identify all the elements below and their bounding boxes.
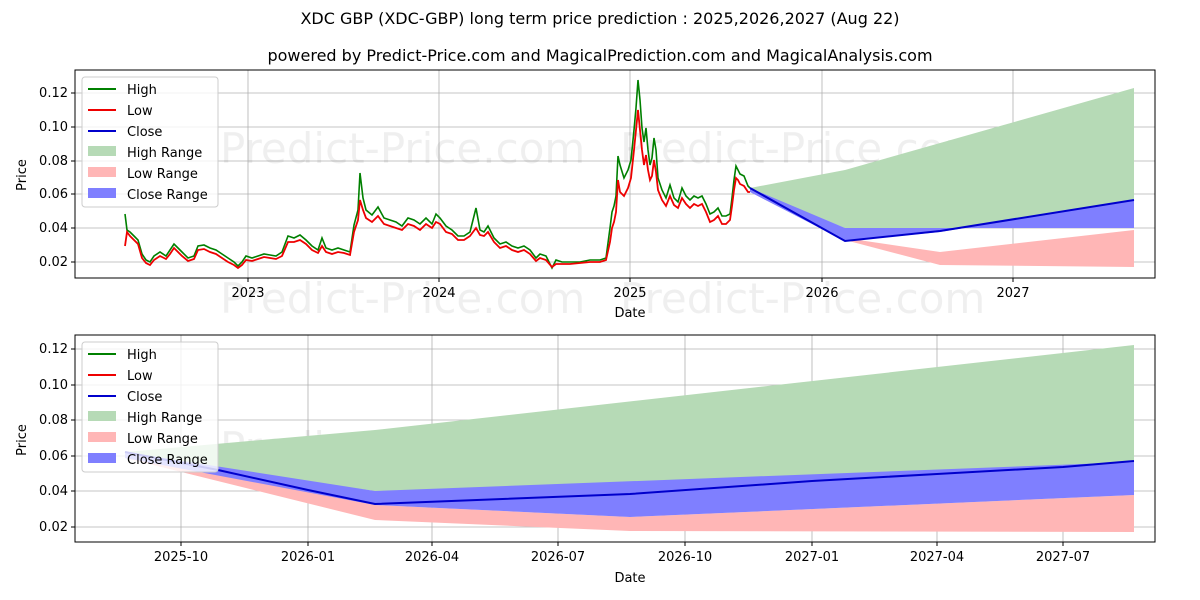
legend-label: Low	[127, 369, 153, 384]
svg-text:2024: 2024	[422, 286, 455, 301]
legend-label: High	[127, 348, 157, 363]
close-range-area	[125, 452, 1134, 517]
svg-text:0.06: 0.06	[39, 449, 68, 464]
svg-text:0.12: 0.12	[39, 86, 68, 101]
svg-text:0.08: 0.08	[39, 413, 68, 428]
svg-text:2027-07: 2027-07	[1036, 550, 1090, 565]
svg-text:2026-07: 2026-07	[531, 550, 585, 565]
legend-close-range-swatch	[88, 453, 116, 463]
svg-text:2027-04: 2027-04	[910, 550, 964, 565]
legend-label: Close	[127, 390, 162, 405]
legend-label: Low Range	[127, 432, 198, 447]
bottom-chart: Predict-Price.com Predict-Price.com 0.12…	[15, 334, 1156, 586]
svg-text:0.10: 0.10	[39, 120, 68, 135]
top-y-ticks: 0.12 0.10 0.08 0.06 0.04 0.02	[39, 86, 68, 270]
low-range-area	[125, 456, 1134, 532]
bottom-x-ticks: 2025-10 2026-01 2026-04 2026-07 2026-10 …	[154, 550, 1090, 565]
svg-text:0.04: 0.04	[39, 221, 68, 236]
legend-high-range-swatch	[88, 411, 116, 421]
close-range-area	[750, 188, 1134, 241]
top-x-ticks: 2023 2024 2025 2026 2027	[231, 286, 1029, 301]
legend-label: Close Range	[127, 453, 208, 468]
svg-text:0.02: 0.02	[39, 520, 68, 535]
svg-text:2026-01: 2026-01	[281, 550, 335, 565]
bottom-legend: High Low Close High Range Low Range Clos…	[81, 341, 219, 473]
svg-text:0.06: 0.06	[39, 187, 68, 202]
bottom-x-label: Date	[614, 571, 645, 586]
bottom-y-ticks: 0.12 0.10 0.08 0.06 0.04 0.02	[39, 342, 68, 535]
legend-label: High Range	[127, 411, 202, 426]
watermark: Predict-Price.com	[220, 124, 585, 173]
low-range-area	[750, 192, 1134, 267]
legend-low-range-swatch	[88, 432, 116, 442]
top-x-label: Date	[614, 306, 645, 321]
top-chart: Predict-Price.com Predict-Price.com Pred…	[15, 69, 1156, 323]
high-line	[124, 79, 751, 270]
chart-subtitle: powered by Predict-Price.com and Magical…	[267, 46, 933, 65]
svg-text:0.12: 0.12	[39, 342, 68, 357]
legend-label: Low Range	[127, 167, 198, 182]
legend-close-range-swatch	[88, 188, 116, 198]
svg-text:2025-10: 2025-10	[154, 550, 208, 565]
svg-text:2023: 2023	[231, 286, 264, 301]
svg-text:2026: 2026	[805, 286, 838, 301]
high-range-area	[125, 345, 1134, 491]
bottom-axes-frame	[74, 334, 1156, 543]
svg-text:0.04: 0.04	[39, 484, 68, 499]
svg-text:2027: 2027	[996, 286, 1029, 301]
legend-high-range-swatch	[88, 146, 116, 156]
legend-label: High Range	[127, 146, 202, 161]
legend-label: High	[127, 83, 157, 98]
legend-label: Close	[127, 125, 162, 140]
watermark: Predict-Price.com	[620, 274, 985, 323]
top-legend: High Low Close High Range Low Range Clos…	[81, 76, 219, 208]
watermark: Predict-Price.com	[220, 274, 585, 323]
high-range-area	[750, 88, 1134, 228]
chart-title: XDC GBP (XDC-GBP) long term price predic…	[300, 9, 900, 28]
svg-text:0.08: 0.08	[39, 154, 68, 169]
svg-text:2027-01: 2027-01	[785, 550, 839, 565]
svg-text:2025: 2025	[613, 286, 646, 301]
low-line	[124, 109, 750, 270]
close-forecast-line	[124, 451, 1135, 506]
svg-text:2026-10: 2026-10	[658, 550, 712, 565]
top-axes-frame	[74, 69, 1156, 279]
svg-text:0.10: 0.10	[39, 378, 68, 393]
svg-text:2026-04: 2026-04	[405, 550, 459, 565]
legend-label: Close Range	[127, 188, 208, 203]
bottom-y-label: Price	[15, 424, 30, 456]
svg-text:0.02: 0.02	[39, 255, 68, 270]
top-y-label: Price	[15, 159, 30, 191]
legend-label: Low	[127, 104, 153, 119]
legend-low-range-swatch	[88, 167, 116, 177]
close-forecast-line	[749, 187, 1135, 243]
